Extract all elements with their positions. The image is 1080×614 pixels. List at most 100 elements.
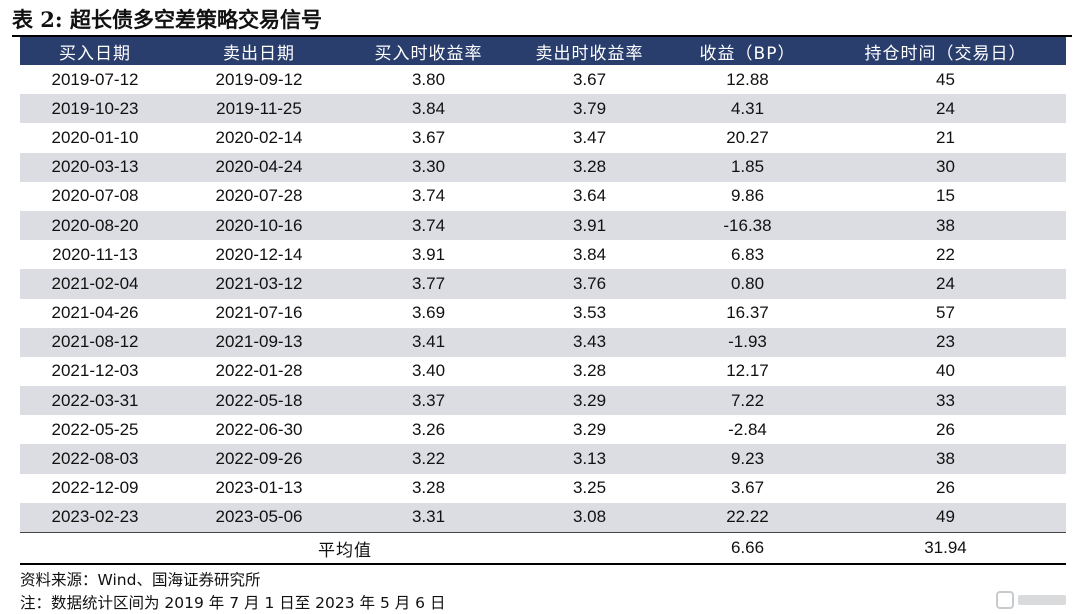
cell-sell-date: 2019-09-12 (215, 69, 303, 89)
cell-buy-yield: 3.91 (411, 244, 446, 264)
cell-sell-date: 2022-05-18 (170, 386, 348, 416)
cell-holding-days: 24 (825, 269, 1066, 299)
cell-sell-yield: 3.29 (509, 386, 670, 416)
cell-sell-date: 2021-09-13 (170, 327, 348, 357)
cell-sell-yield: 3.91 (509, 210, 670, 241)
average-holding-days: 31.94 (825, 532, 1066, 565)
cell-sell-yield: 3.47 (572, 127, 607, 147)
table-row: 2022-12-09 2023-01-13 3.28 3.25 3.67 26 (20, 474, 1066, 503)
cell-sell-date: 2020-12-14 (215, 244, 303, 264)
cell-buy-yield: 3.74 (348, 210, 509, 241)
header-sell-date: 卖出日期 (170, 37, 348, 65)
footnote: 注：数据统计区间为 2019 年 7 月 1 日至 2023 年 5 月 6 日 (20, 594, 446, 612)
cell-buy-date: 2021-04-26 (51, 303, 139, 323)
cell-buy-yield: 3.31 (348, 502, 509, 533)
logo-mark-icon (996, 591, 1014, 609)
cell-return-bp: 7.22 (670, 386, 825, 416)
cell-return-bp: 0.80 (670, 269, 825, 299)
header-row: 买入日期 卖出日期 买入时收益率 卖出时收益率 收益（BP） 持仓时间（交易日） (20, 37, 1066, 65)
title-rule (12, 35, 1072, 37)
cell-buy-date: 2019-10-23 (20, 94, 170, 124)
cell-sell-date: 2020-04-24 (170, 152, 348, 182)
cell-holding-days: 30 (825, 152, 1066, 182)
cell-buy-date: 2020-01-10 (51, 127, 139, 147)
cell-sell-date: 2021-03-12 (170, 269, 348, 299)
cell-sell-yield: 3.64 (572, 186, 607, 206)
average-return-bp: 6.66 (670, 532, 825, 565)
cell-sell-date: 2022-06-30 (215, 419, 303, 439)
table-title: 表 2: 超长债多空差策略交易信号 (12, 7, 322, 32)
cell-buy-date: 2023-02-23 (20, 502, 170, 533)
platform-logo-icon (996, 590, 1066, 610)
average-label: 平均值 (20, 532, 670, 565)
header-holding-days: 持仓时间（交易日） (825, 37, 1066, 65)
cell-buy-date: 2021-08-12 (20, 327, 170, 357)
cell-holding-days: 40 (936, 361, 955, 381)
cell-sell-yield: 3.25 (572, 478, 607, 498)
cell-holding-days: 49 (825, 502, 1066, 533)
cell-return-bp: 9.86 (730, 186, 765, 206)
table-row: 2021-12-03 2022-01-28 3.40 3.28 12.17 40 (20, 357, 1066, 386)
cell-holding-days: 33 (825, 386, 1066, 416)
cell-buy-yield: 3.74 (411, 186, 446, 206)
cell-sell-yield: 3.28 (509, 152, 670, 182)
cell-buy-date: 2020-07-08 (51, 186, 139, 206)
cell-buy-yield: 3.84 (348, 94, 509, 124)
cell-holding-days: 23 (825, 327, 1066, 357)
cell-buy-yield: 3.69 (411, 303, 446, 323)
cell-sell-yield: 3.13 (509, 444, 670, 474)
cell-holding-days: 15 (936, 186, 955, 206)
cell-sell-date: 2022-09-26 (170, 444, 348, 474)
cell-return-bp: -16.38 (670, 210, 825, 241)
cell-buy-yield: 3.26 (411, 419, 446, 439)
cell-holding-days: 45 (936, 69, 955, 89)
cell-buy-yield: 3.40 (411, 361, 446, 381)
table-header: 买入日期 卖出日期 买入时收益率 卖出时收益率 收益（BP） 持仓时间（交易日） (20, 37, 1066, 65)
cell-sell-date: 2020-02-14 (215, 127, 303, 147)
cell-buy-date: 2020-03-13 (20, 152, 170, 182)
cell-buy-date: 2020-11-13 (52, 244, 138, 264)
cell-buy-yield: 3.77 (348, 269, 509, 299)
cell-buy-date: 2022-12-09 (51, 478, 139, 498)
cell-sell-yield: 3.29 (572, 419, 607, 439)
table-row: 2022-08-03 2022-09-26 3.22 3.13 9.23 38 (20, 444, 1066, 474)
table-body: 2019-07-12 2019-09-12 3.80 3.67 12.88 45 2019-… (20, 65, 1066, 565)
cell-sell-date: 2022-01-28 (215, 361, 303, 381)
cell-buy-date: 2021-12-03 (51, 361, 139, 381)
table-row: 2019-10-23 2019-11-25 3.84 3.79 4.31 24 (20, 94, 1066, 124)
table-row: 2022-05-25 2022-06-30 3.26 3.29 -2.84 26 (20, 415, 1066, 444)
cell-holding-days: 22 (936, 244, 955, 264)
table-row: 2020-11-13 2020-12-14 3.91 3.84 6.83 22 (20, 240, 1066, 269)
table-row: 2020-08-20 2020-10-16 3.74 3.91 -16.38 38 (20, 210, 1066, 241)
cell-sell-date: 2020-10-16 (170, 210, 348, 241)
cell-return-bp: 3.67 (730, 478, 765, 498)
cell-holding-days: 26 (936, 478, 955, 498)
header-sell-yield: 卖出时收益率 (509, 37, 670, 65)
cell-sell-yield: 3.43 (509, 327, 670, 357)
header-buy-date: 买入日期 (20, 37, 170, 65)
cell-sell-date: 2023-05-06 (170, 502, 348, 533)
trading-signal-table: 买入日期 卖出日期 买入时收益率 卖出时收益率 收益（BP） 持仓时间（交易日）… (20, 37, 1066, 565)
cell-sell-date: 2021-07-16 (215, 303, 303, 323)
cell-return-bp: -1.93 (670, 327, 825, 357)
cell-sell-date: 2020-07-28 (215, 186, 303, 206)
cell-sell-yield: 3.79 (509, 94, 670, 124)
cell-holding-days: 21 (936, 127, 955, 147)
cell-return-bp: -2.84 (728, 419, 767, 439)
cell-return-bp: 6.83 (730, 244, 765, 264)
cell-sell-yield: 3.53 (572, 303, 607, 323)
table-row: 2021-04-26 2021-07-16 3.69 3.53 16.37 57 (20, 299, 1066, 328)
cell-buy-yield: 3.80 (411, 69, 446, 89)
cell-holding-days: 57 (936, 303, 955, 323)
cell-holding-days: 24 (825, 94, 1066, 124)
cell-holding-days: 38 (825, 210, 1066, 241)
table-row: 2020-01-10 2020-02-14 3.67 3.47 20.27 21 (20, 123, 1066, 152)
cell-sell-yield: 3.28 (572, 361, 607, 381)
cell-sell-yield: 3.84 (572, 244, 607, 264)
cell-sell-yield: 3.76 (509, 269, 670, 299)
cell-return-bp: 22.22 (670, 502, 825, 533)
cell-buy-date: 2022-08-03 (20, 444, 170, 474)
cell-holding-days: 38 (825, 444, 1066, 474)
cell-sell-date: 2019-11-25 (170, 94, 348, 124)
table-row: 2021-08-12 2021-09-13 3.41 3.43 -1.93 23 (20, 327, 1066, 357)
